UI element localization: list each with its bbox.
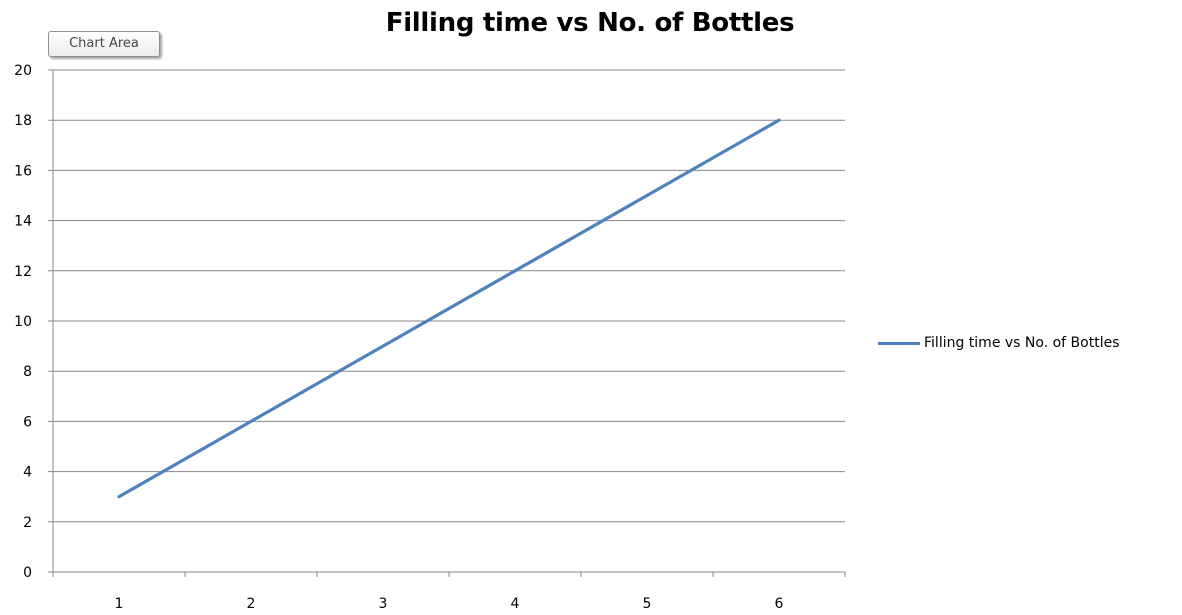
- y-tick-label: 0: [23, 565, 32, 581]
- legend[interactable]: Filling time vs No. of Bottles: [878, 333, 1120, 353]
- y-tick-label: 18: [14, 113, 32, 129]
- chart-area-tooltip: Chart Area: [48, 31, 160, 57]
- y-tick-labels: 0 2 4 6 8 10 12 14 16 18 20: [14, 63, 32, 581]
- y-tick-label: 2: [23, 515, 32, 531]
- x-tick-label: 4: [511, 596, 520, 612]
- x-tick-label: 1: [115, 596, 124, 612]
- y-tick-label: 10: [14, 314, 32, 330]
- x-tick-label: 6: [775, 596, 784, 612]
- chart-title: Filling time vs No. of Bottles: [385, 8, 795, 38]
- series-line-0[interactable]: [117, 118, 781, 499]
- y-tick-label: 12: [14, 264, 32, 280]
- y-tick-label: 20: [14, 63, 32, 79]
- y-tick-label: 8: [23, 364, 32, 380]
- y-tick-label: 4: [23, 465, 32, 481]
- x-tick-label: 2: [247, 596, 256, 612]
- gridlines: [53, 69, 845, 523]
- legend-label: Filling time vs No. of Bottles: [924, 335, 1120, 351]
- series-lines: [117, 118, 781, 499]
- y-tick-label: 6: [23, 414, 32, 430]
- x-tick-labels: 1 2 3 4 5 6: [115, 596, 784, 612]
- x-tick-label: 5: [643, 596, 652, 612]
- legend-swatch: [878, 341, 920, 345]
- axes: [48, 69, 846, 577]
- y-tick-label: 16: [14, 163, 32, 179]
- y-tick-label: 14: [14, 214, 32, 230]
- x-tick-label: 3: [379, 596, 388, 612]
